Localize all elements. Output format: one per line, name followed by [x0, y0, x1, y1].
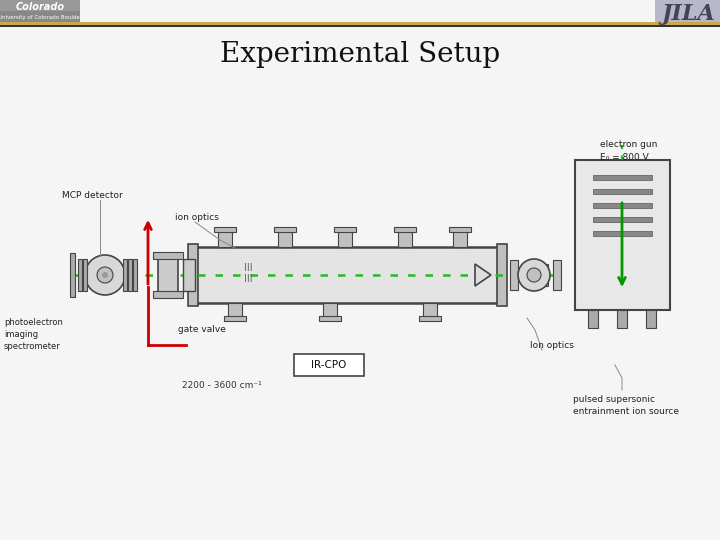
Bar	[224, 316, 246, 321]
Bar	[588, 310, 598, 328]
Bar	[533, 264, 538, 286]
Bar	[128, 259, 132, 291]
Text: MCP detector: MCP detector	[62, 191, 122, 199]
Bar	[70, 253, 75, 297]
Bar	[153, 252, 183, 259]
Bar	[133, 259, 137, 291]
FancyBboxPatch shape	[294, 354, 364, 376]
Text: III: III	[243, 263, 252, 273]
Bar	[338, 231, 352, 247]
Text: University of Colorado Boulder: University of Colorado Boulder	[0, 15, 82, 19]
Circle shape	[527, 268, 541, 282]
Bar	[228, 303, 242, 318]
Bar	[593, 175, 652, 180]
Text: Colorado: Colorado	[15, 2, 65, 12]
Bar	[522, 264, 527, 286]
Bar	[78, 259, 82, 291]
Bar	[0, 22, 720, 25]
Bar	[497, 244, 507, 306]
Text: III: III	[243, 274, 252, 284]
Text: electron gun
E₀ = 800 V: electron gun E₀ = 800 V	[600, 140, 657, 161]
Bar	[0, 0, 80, 22]
Text: JILA: JILA	[661, 3, 715, 25]
Text: photoelectron
imaging
spectrometer: photoelectron imaging spectrometer	[4, 318, 63, 350]
Bar	[183, 259, 195, 291]
Bar	[334, 227, 356, 232]
Circle shape	[518, 259, 550, 291]
Bar	[575, 160, 670, 310]
Text: IR-CPO: IR-CPO	[311, 360, 347, 370]
Polygon shape	[475, 264, 491, 286]
Bar	[553, 260, 561, 290]
Bar	[153, 291, 183, 298]
Bar	[398, 231, 412, 247]
Bar	[0, 0, 80, 11]
Bar	[593, 217, 652, 222]
Text: 2200 - 3600 cm⁻¹: 2200 - 3600 cm⁻¹	[182, 381, 262, 389]
Bar	[319, 316, 341, 321]
Bar	[593, 231, 652, 236]
Bar	[617, 310, 627, 328]
Text: Ion optics: Ion optics	[530, 341, 574, 349]
Circle shape	[102, 272, 108, 278]
Bar	[543, 264, 548, 286]
Bar	[188, 244, 198, 306]
Bar	[123, 259, 127, 291]
Bar	[83, 259, 87, 291]
Bar	[655, 0, 720, 22]
Circle shape	[85, 255, 125, 295]
Bar	[214, 227, 236, 232]
Bar	[195, 247, 500, 303]
Bar	[419, 316, 441, 321]
Circle shape	[97, 267, 113, 283]
Bar	[423, 303, 437, 318]
Bar	[510, 260, 518, 290]
Text: ion optics: ion optics	[175, 213, 219, 222]
Bar	[593, 203, 652, 208]
Bar	[449, 227, 471, 232]
Bar	[0, 25, 720, 26]
Bar	[323, 303, 337, 318]
Bar	[394, 227, 416, 232]
Bar	[646, 310, 656, 328]
Bar	[218, 231, 232, 247]
Text: gate valve: gate valve	[178, 326, 226, 334]
Text: Experimental Setup: Experimental Setup	[220, 42, 500, 69]
Bar	[158, 257, 178, 293]
Bar	[274, 227, 296, 232]
Bar	[453, 231, 467, 247]
Bar	[593, 189, 652, 194]
Bar	[278, 231, 292, 247]
Text: pulsed supersonic
entrainment ion source: pulsed supersonic entrainment ion source	[573, 395, 679, 416]
